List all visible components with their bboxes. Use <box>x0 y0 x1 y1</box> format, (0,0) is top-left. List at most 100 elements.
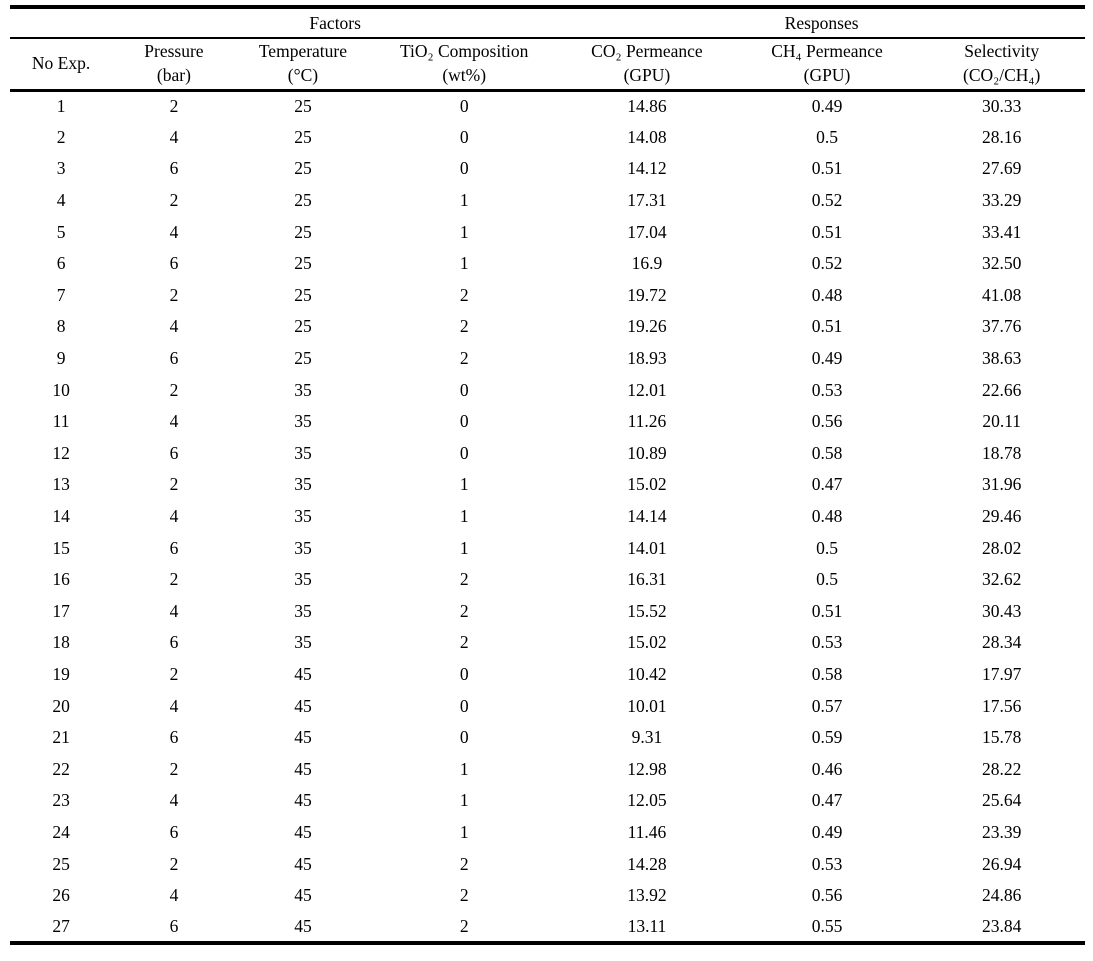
table-row: 23 4 45 1 12.05 0.47 25.64 <box>10 785 1085 817</box>
col-header-unit: (GPU) <box>623 64 671 85</box>
table-cell: 4 <box>169 885 179 906</box>
group-header-factors: Factors <box>112 7 559 39</box>
table-row: 20 4 45 0 10.01 0.57 17.56 <box>10 690 1085 722</box>
table-cell: 25 <box>294 253 312 274</box>
table-cell: 0.47 <box>811 790 843 811</box>
table-row: 12 6 35 0 10.89 0.58 18.78 <box>10 438 1085 470</box>
col-header-unit: (wt%) <box>442 64 487 85</box>
table-row: 5 4 25 1 17.04 0.51 33.41 <box>10 216 1085 248</box>
col-header-name: No Exp. <box>31 52 91 73</box>
group-header-responses: Responses <box>558 7 1085 39</box>
table-cell: 0 <box>459 663 469 684</box>
table-cell: 11.46 <box>627 821 667 842</box>
col-header-unit: (bar) <box>156 64 191 85</box>
table-row: 25 2 45 2 14.28 0.53 26.94 <box>10 848 1085 880</box>
table-cell: 19 <box>52 663 70 684</box>
table-cell: 2 <box>169 853 179 874</box>
table-cell: 30.33 <box>982 96 1022 117</box>
col-header-name: Temperature <box>258 41 348 62</box>
group-header-empty <box>10 7 113 39</box>
table-cell: 35 <box>294 600 312 621</box>
table-cell: 2 <box>169 379 179 400</box>
table-cell: 45 <box>294 663 312 684</box>
table-cell: 10.01 <box>627 695 667 716</box>
table-cell: 45 <box>294 821 312 842</box>
table-cell: 6 <box>169 727 179 748</box>
table-cell: 6 <box>169 915 179 936</box>
table-cell: 9.31 <box>631 727 663 748</box>
table-cell: 6 <box>169 442 179 463</box>
table-cell: 35 <box>294 442 312 463</box>
table-cell: 0.56 <box>811 411 843 432</box>
table-cell: 19.26 <box>627 316 667 337</box>
table-cell: 21 <box>52 727 70 748</box>
table-cell: 23 <box>52 790 70 811</box>
table-row: 22 2 45 1 12.98 0.46 28.22 <box>10 753 1085 785</box>
table-cell: 1 <box>459 474 469 495</box>
col-header-tio2-composition: TiO₂ Composition (wt%) <box>370 38 559 92</box>
table-cell: 27.69 <box>982 158 1022 179</box>
table-cell: 25 <box>294 348 312 369</box>
table-cell: 18.93 <box>627 348 667 369</box>
table-cell: 13.11 <box>627 915 667 936</box>
table-cell: 15.52 <box>627 600 667 621</box>
table-cell: 35 <box>294 379 312 400</box>
table-cell: 2 <box>459 915 469 936</box>
table-cell: 41.08 <box>982 284 1022 305</box>
table-cell: 14.86 <box>627 96 667 117</box>
table-row: 14 4 35 1 14.14 0.48 29.46 <box>10 501 1085 533</box>
table-cell: 0.46 <box>811 758 843 779</box>
table-cell: 14.01 <box>627 537 667 558</box>
table-cell: 2 <box>169 474 179 495</box>
table-cell: 14.08 <box>627 126 667 147</box>
table-cell: 0.51 <box>811 158 843 179</box>
table-row: 9 6 25 2 18.93 0.49 38.63 <box>10 343 1085 375</box>
table-cell: 4 <box>56 190 66 211</box>
table-cell: 1 <box>459 253 469 274</box>
table-cell: 0.59 <box>811 727 843 748</box>
table-cell: 22.66 <box>982 379 1022 400</box>
table-cell: 2 <box>169 758 179 779</box>
table-cell: 0 <box>459 126 469 147</box>
table-cell: 0 <box>459 727 469 748</box>
table-row: 16 2 35 2 16.31 0.5 32.62 <box>10 564 1085 596</box>
table-row: 15 6 35 1 14.01 0.5 28.02 <box>10 532 1085 564</box>
table-cell: 4 <box>169 316 179 337</box>
table-cell: 45 <box>294 853 312 874</box>
table-cell: 10.42 <box>627 663 667 684</box>
table-cell: 25 <box>294 190 312 211</box>
col-header-name: Selectivity <box>964 41 1040 62</box>
table-cell: 0.48 <box>811 506 843 527</box>
table-cell: 12.98 <box>627 758 667 779</box>
table-cell: 13 <box>52 474 70 495</box>
table-cell: 2 <box>459 853 469 874</box>
table-cell: 18 <box>52 632 70 653</box>
table-cell: 14.12 <box>627 158 667 179</box>
table-cell: 9 <box>56 348 66 369</box>
col-header-unit: (GPU) <box>803 64 851 85</box>
table-cell: 10.89 <box>627 442 667 463</box>
table-cell: 6 <box>169 821 179 842</box>
table-cell: 25.64 <box>982 790 1022 811</box>
table-row: 27 6 45 2 13.11 0.55 23.84 <box>10 911 1085 943</box>
table-cell: 6 <box>169 158 179 179</box>
table-cell: 0.49 <box>811 96 843 117</box>
table-row: 3 6 25 0 14.12 0.51 27.69 <box>10 153 1085 185</box>
table-cell: 12.01 <box>627 379 667 400</box>
table-cell: 29.46 <box>982 506 1022 527</box>
table-cell: 2 <box>459 569 469 590</box>
table-row: 17 4 35 2 15.52 0.51 30.43 <box>10 596 1085 628</box>
group-header-row: Factors Responses <box>10 7 1085 39</box>
table-cell: 1 <box>459 506 469 527</box>
table-cell: 5 <box>56 221 66 242</box>
table-cell: 0 <box>459 379 469 400</box>
col-header-name: TiO₂ Composition <box>399 41 529 62</box>
table-cell: 45 <box>294 758 312 779</box>
table-cell: 15.78 <box>982 727 1022 748</box>
table-cell: 14.28 <box>627 853 667 874</box>
table-cell: 16 <box>52 569 70 590</box>
col-header-ch4-permeance: CH₄ Permeance (GPU) <box>735 38 919 92</box>
col-header-name: CH₄ Permeance <box>771 41 883 62</box>
table-cell: 16.9 <box>631 253 663 274</box>
table-cell: 35 <box>294 411 312 432</box>
